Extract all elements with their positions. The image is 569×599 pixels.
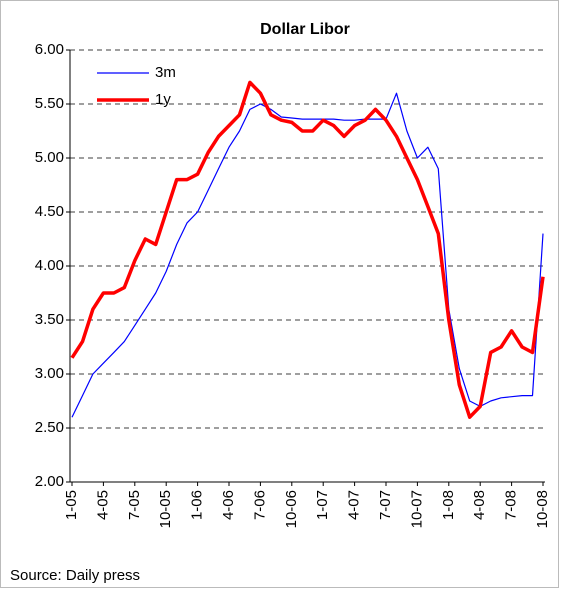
y-tick-label: 6.00 — [35, 41, 64, 58]
x-tick-label: 4-05 — [94, 490, 111, 520]
y-tick-label: 4.00 — [35, 257, 64, 274]
x-tick-label: 7-07 — [377, 490, 394, 520]
y-tick-label: 3.00 — [35, 365, 64, 382]
x-tick-label: 7-08 — [503, 490, 520, 520]
legend-label: 1y — [155, 91, 171, 108]
series-line — [70, 80, 545, 419]
chart-frame — [0, 0, 559, 588]
x-tick-label: 1-06 — [189, 490, 206, 520]
x-tick-label: 10-07 — [408, 490, 425, 528]
x-tick-label: 4-07 — [346, 490, 363, 520]
series-line — [71, 92, 544, 418]
source-note: Source: Daily press — [10, 567, 140, 584]
y-tick-label: 2.00 — [35, 473, 64, 490]
y-tick-label: 3.50 — [35, 311, 64, 328]
x-tick-label: 7-05 — [126, 490, 143, 520]
x-tick-label: 4-06 — [220, 490, 237, 520]
x-tick-label: 1-08 — [440, 490, 457, 520]
y-tick-label: 4.50 — [35, 203, 64, 220]
x-tick-label: 1-07 — [314, 490, 331, 520]
y-tick-label: 5.50 — [35, 95, 64, 112]
y-tick-label: 5.00 — [35, 149, 64, 166]
chart-title: Dollar Libor — [260, 21, 350, 38]
y-tick-label: 2.50 — [35, 419, 64, 436]
x-tick-label: 10-06 — [283, 490, 300, 528]
x-tick-label: 4-08 — [471, 490, 488, 520]
x-tick-label: 7-06 — [251, 490, 268, 520]
x-tick-label: 10-05 — [157, 490, 174, 528]
x-tick-label: 10-08 — [534, 490, 551, 528]
x-tick-label: 1-05 — [63, 490, 80, 520]
legend-label: 3m — [155, 64, 176, 81]
